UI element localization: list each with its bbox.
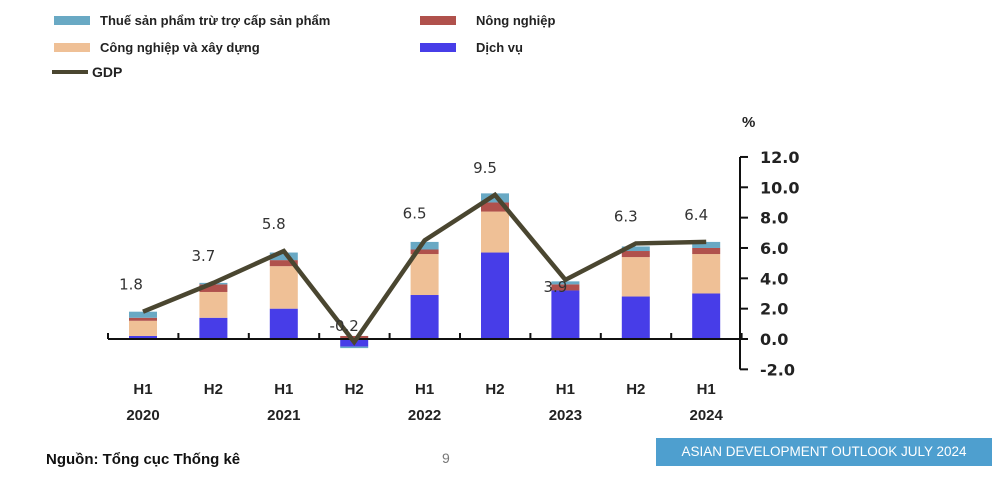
x-tick-label: H1 (274, 381, 293, 398)
bar-segment (481, 252, 509, 339)
bar-segment (551, 290, 580, 339)
x-tick-label: 2020 (126, 407, 159, 424)
y-tick-label: 2.0 (760, 300, 788, 319)
gdp-data-label: 1.8 (119, 276, 143, 294)
legend-label: Dịch vụ (476, 40, 523, 55)
bar-segment (621, 251, 650, 258)
bar-segment (199, 284, 228, 292)
y-tick-label: -2.0 (760, 360, 795, 379)
bar-segment (621, 246, 650, 252)
bar-segment (269, 266, 298, 309)
legend-label: Thuế sản phẩm trừ trợ cấp sản phẩm (100, 13, 331, 28)
page-number: 9 (442, 450, 450, 466)
x-tick-label: 2022 (408, 407, 441, 424)
bar-segment (199, 291, 228, 318)
bar-segment (692, 254, 721, 294)
bar-segment (692, 247, 721, 255)
legend-swatch (54, 43, 90, 52)
x-tick-label: 2024 (690, 407, 724, 424)
bar-segment (692, 241, 721, 248)
x-tick-label: 2023 (549, 407, 582, 424)
bar-segment (551, 281, 580, 285)
bar-segment (129, 335, 157, 339)
legend-services: Dịch vụ (420, 40, 523, 55)
x-tick-label: 2021 (267, 407, 300, 424)
legend-swatch (52, 70, 88, 74)
y-unit-label: % (742, 114, 755, 131)
y-tick-label: 12.0 (760, 148, 799, 167)
bar-segment (129, 311, 157, 318)
gdp-data-label: 3.7 (191, 247, 215, 265)
x-tick-label: H1 (556, 381, 575, 398)
gdp-data-label: -0.2 (330, 317, 359, 335)
bar-segment (269, 252, 298, 261)
y-tick-label: 0.0 (760, 330, 788, 349)
legend-agri: Nông nghiệp (420, 13, 555, 28)
bar-segment (692, 293, 721, 339)
legend-label: GDP (92, 64, 123, 80)
legend-swatch (420, 16, 456, 25)
y-tick-label: 8.0 (760, 209, 788, 228)
bar-segment (621, 296, 650, 339)
x-tick-label: H1 (415, 381, 434, 398)
bar-segment (410, 254, 439, 296)
bar-segment (269, 260, 298, 267)
chart: H1 2020 H2 H1 2021 H2 H1 2022 H2 H1 2023 H2 H1 2024 12… (107, 114, 799, 424)
gdp-data-label: 6.5 (403, 204, 427, 222)
bar-segment (199, 317, 228, 339)
bar-segment (410, 249, 439, 255)
bar-segment (269, 308, 298, 339)
y-tick-label: 4.0 (760, 269, 788, 288)
legend-label: Công nghiệp và xây dựng (100, 40, 260, 55)
bar-segment (410, 241, 439, 250)
bar-segment (481, 211, 509, 253)
bar-segment (410, 295, 439, 339)
x-tick-label: H2 (204, 381, 223, 398)
bar-segment (481, 202, 509, 212)
gdp-data-label: 3.9 (543, 278, 567, 296)
bar-segment (340, 346, 369, 349)
y-tick-label: 10.0 (760, 178, 799, 197)
bar-segment (129, 320, 157, 336)
x-tick-label: H1 (133, 381, 152, 398)
source-note: Nguồn: Tổng cục Thống kê (46, 451, 241, 468)
gdp-data-label: 9.5 (473, 159, 497, 177)
gdp-data-label: 6.3 (614, 207, 638, 225)
x-tick-label: H1 (697, 381, 716, 398)
publication-banner: ASIAN DEVELOPMENT OUTLOOK JULY 2024 (656, 438, 992, 466)
bar-segment (621, 257, 650, 297)
gdp-data-label: 5.8 (262, 215, 286, 233)
legend-industry: Công nghiệp và xây dựng (54, 40, 260, 55)
bar-segment (129, 317, 157, 321)
legend-label: Nông nghiệp (476, 13, 556, 28)
x-tick-label: H2 (485, 381, 504, 398)
legend-swatch (54, 16, 90, 25)
bar-segment (340, 335, 369, 339)
legend-tax: Thuế sản phẩm trừ trợ cấp sản phẩm (54, 13, 330, 28)
legend-swatch (420, 43, 456, 52)
y-tick-label: 6.0 (760, 239, 788, 258)
x-tick-label: H2 (345, 381, 364, 398)
bar-segment (551, 284, 580, 291)
legend-gdp: GDP (52, 64, 122, 80)
x-tick-label: H2 (626, 381, 645, 398)
gdp-data-label: 6.4 (684, 206, 708, 224)
